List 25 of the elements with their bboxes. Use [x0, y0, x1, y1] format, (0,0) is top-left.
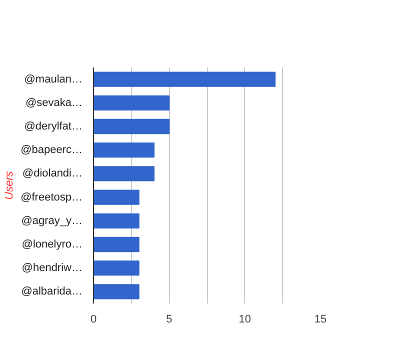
bar	[94, 284, 140, 300]
y-tick-label: @diolandi…	[22, 168, 83, 180]
y-tick-label: @sevaka…	[25, 96, 83, 109]
bar	[94, 190, 140, 205]
bar	[94, 95, 170, 110]
bar	[94, 260, 140, 276]
y-tick-label: @derylfat…	[24, 120, 83, 132]
bar	[94, 118, 170, 134]
bar	[94, 142, 155, 158]
y-tick-label: @maulan…	[24, 73, 83, 86]
y-tick-label: @hendriw…	[22, 262, 83, 274]
bar	[94, 166, 155, 182]
y-tick-label: @albarida…	[21, 286, 83, 298]
bar	[94, 236, 140, 252]
x-tick-label: 5	[166, 314, 172, 326]
y-tick-label: @bapeerc…	[20, 144, 83, 156]
y-tick-label: @freetosp…	[20, 191, 83, 204]
y-axis-title: Users	[4, 170, 16, 200]
bar	[94, 213, 140, 228]
x-tick-label: 15	[314, 314, 327, 326]
y-tick-label: @lonelyro…	[22, 238, 83, 250]
bar	[94, 72, 276, 87]
y-tick-label: @agray_y…	[21, 214, 83, 227]
x-tick-label: 0	[90, 314, 97, 326]
x-tick-label: 10	[238, 314, 251, 326]
